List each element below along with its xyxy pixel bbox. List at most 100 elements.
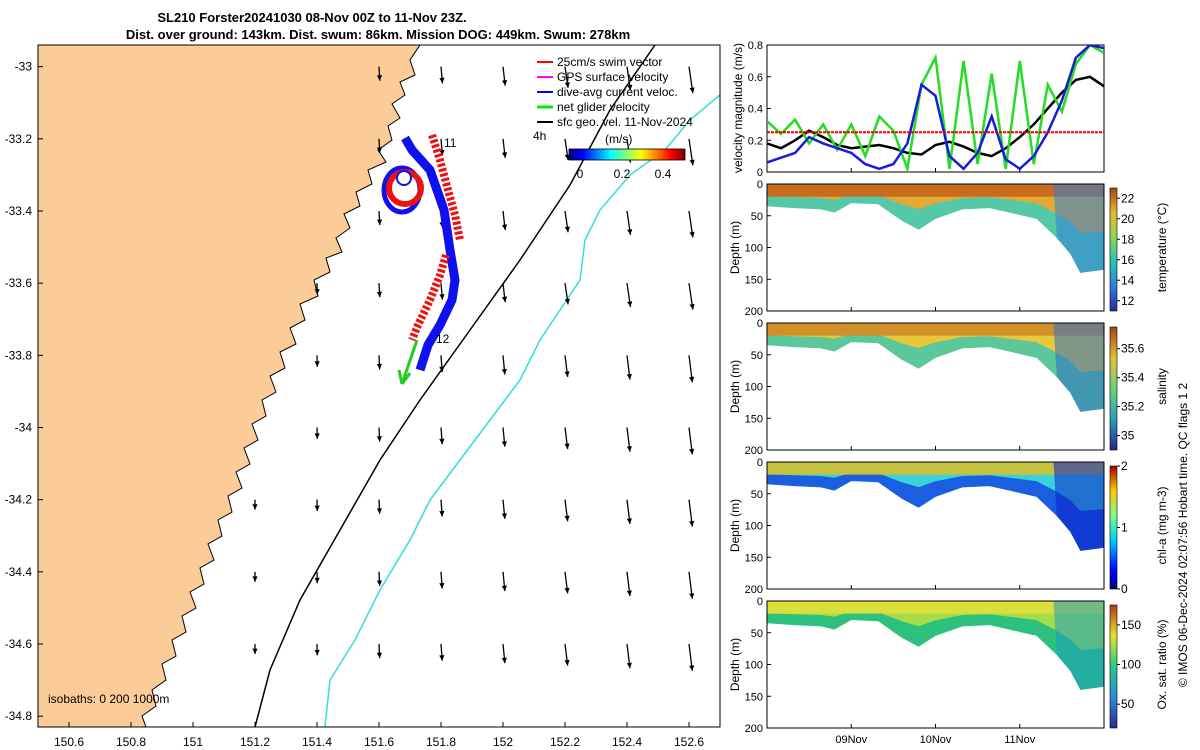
current-arrow-head xyxy=(626,518,632,524)
current-arrow-head xyxy=(689,159,695,166)
section-panel-0: 0 50 100 150 200 Depth (m) 12 14 16 18 20 22 tempera… xyxy=(728,179,1169,318)
current-arrow-head xyxy=(501,657,507,664)
section-deep-feature xyxy=(1053,601,1104,690)
glider-loop-core xyxy=(396,170,412,186)
time-axis: 09Nov 10Nov 11Nov xyxy=(835,168,1036,746)
depth-tick-label: 0 xyxy=(757,179,763,191)
depth-tick-label: 100 xyxy=(745,382,763,394)
current-arrow-head xyxy=(689,520,695,527)
current-arrow-head xyxy=(564,587,570,594)
depth-tick-label: 50 xyxy=(751,350,763,362)
current-arrow-head xyxy=(564,659,570,666)
current-arrow-head xyxy=(501,80,508,86)
map-x-tick-label: 151 xyxy=(183,735,203,749)
current-arrow-head xyxy=(627,229,633,235)
section-deep-feature xyxy=(1053,323,1104,412)
current-arrow-head xyxy=(564,298,570,305)
current-arrow-head xyxy=(564,226,570,233)
time-tick-label: 10Nov xyxy=(920,734,952,746)
colorbar-tick-label: 0 xyxy=(1121,582,1128,596)
current-arrow-head xyxy=(252,648,258,655)
current-arrow-head xyxy=(501,296,508,303)
map-x-tick-label: 152.4 xyxy=(612,735,642,749)
current-arrow-head xyxy=(689,303,695,310)
map-title: SL210 Forster20241030 08-Nov 00Z to 11-N… xyxy=(157,10,466,25)
map-y-tick-label: -33.6 xyxy=(5,276,33,290)
current-arrows xyxy=(252,66,695,672)
depth-tick-label: 200 xyxy=(745,306,763,318)
day-mark-11: 11 xyxy=(444,136,457,150)
depth-ylabel: Depth (m) xyxy=(728,638,742,691)
legend-net: net glider velocity xyxy=(557,100,650,114)
colorbar-tick-label: 35.4 xyxy=(1121,371,1145,385)
legend-sfc: sfc geo. vel. 11-Nov-2024 xyxy=(557,115,693,129)
velocity-tick-label: 0.8 xyxy=(748,40,763,52)
map-panel: 11 12 isobaths: 0 200 1000m 150.6 150.8 15… xyxy=(5,44,721,749)
colorbar-tick-0: 0 xyxy=(577,167,584,181)
isobaths-note: isobaths: 0 200 1000m xyxy=(48,692,169,706)
current-arrow-head xyxy=(376,580,383,586)
section-deep-feature xyxy=(1053,462,1104,551)
section-top-layer xyxy=(767,184,1104,197)
depth-tick-label: 0 xyxy=(757,457,763,469)
colorbar-label: salinity xyxy=(1155,368,1169,405)
current-arrow-head xyxy=(564,371,570,377)
net-glider-velocity-arrow xyxy=(397,339,419,385)
colorbar-tick-label: 16 xyxy=(1121,253,1135,267)
colorbar-tick-label: 12 xyxy=(1121,294,1135,308)
current-arrow-head xyxy=(689,231,695,238)
current-arrow-head xyxy=(689,448,695,455)
section-top-layer xyxy=(767,323,1104,336)
section-data-fill xyxy=(767,184,1104,273)
depth-tick-label: 150 xyxy=(745,552,763,564)
map-y-tick-label: -34.2 xyxy=(5,493,33,507)
colorbar-tick-label: 1 xyxy=(1121,521,1128,535)
glider-blue-track xyxy=(401,135,460,372)
current-arrow-head xyxy=(314,505,320,512)
velocity-ylabel: velocity magnitude (m/s) xyxy=(731,43,745,173)
map-y-tick-label: -34 xyxy=(15,420,33,434)
velocity-tick-label: 0.6 xyxy=(748,72,763,84)
current-arrow-head xyxy=(689,665,695,671)
legend-dive: dive-avg current veloc. xyxy=(557,85,678,99)
current-arrow-head xyxy=(314,577,320,584)
map-x-tick-label: 151.8 xyxy=(426,735,456,749)
section-data-fill xyxy=(767,323,1104,412)
current-arrow-head xyxy=(439,149,445,156)
map-x-tick-label: 151.6 xyxy=(364,735,394,749)
velocity-y-ticks: 0 0.2 0.4 0.6 0.8 xyxy=(748,40,771,179)
current-arrow-head xyxy=(501,368,507,375)
section-top-layer xyxy=(767,462,1104,475)
map-x-tick-label: 152.6 xyxy=(674,735,704,749)
current-arrow-head xyxy=(439,294,445,300)
map-x-tick-label: 151.2 xyxy=(240,735,270,749)
current-arrow-head xyxy=(376,363,383,370)
colorbar-tick-label: 50 xyxy=(1121,697,1135,711)
current-arrow-head xyxy=(314,289,320,295)
velocity-panel: 0 0.2 0.4 0.6 0.8 velocity magnitude (m/s) xyxy=(731,40,1105,179)
section-panel-3: 0 50 100 150 200 Depth (m) 50 100 150 Ox. sat. ra… xyxy=(728,596,1169,735)
colorbar-tick-label: 35.6 xyxy=(1121,342,1145,356)
legend-gps: GPS surface velocity xyxy=(557,70,668,84)
depth-ylabel: Depth (m) xyxy=(728,499,742,552)
colorbar-tick-label: 2 xyxy=(1121,459,1128,473)
depth-tick-label: 50 xyxy=(751,489,763,501)
depth-tick-label: 50 xyxy=(751,211,763,223)
map-y-tick-label: -33.8 xyxy=(5,348,33,362)
depth-tick-label: 200 xyxy=(745,445,763,457)
section-data-fill xyxy=(767,601,1104,690)
current-arrow-head xyxy=(252,576,258,582)
map-subtitle: Dist. over ground: 143km. Dist. swum: 86… xyxy=(126,27,630,42)
depth-tick-label: 200 xyxy=(745,723,763,735)
current-arrow-head xyxy=(439,510,445,517)
map-x-tick-label: 150.8 xyxy=(116,735,146,749)
side-credit: © IMOS 06-Dec-2024 02:07:56 Hobart time.… xyxy=(1176,383,1190,688)
velocity-tick-label: 0.4 xyxy=(748,104,763,116)
current-arrow-head xyxy=(376,652,383,659)
current-arrow-head xyxy=(252,504,258,510)
current-arrow-head xyxy=(627,301,633,308)
colorbar-tick-label: 100 xyxy=(1121,658,1141,672)
colorbar-tick-label: 150 xyxy=(1121,618,1141,632)
